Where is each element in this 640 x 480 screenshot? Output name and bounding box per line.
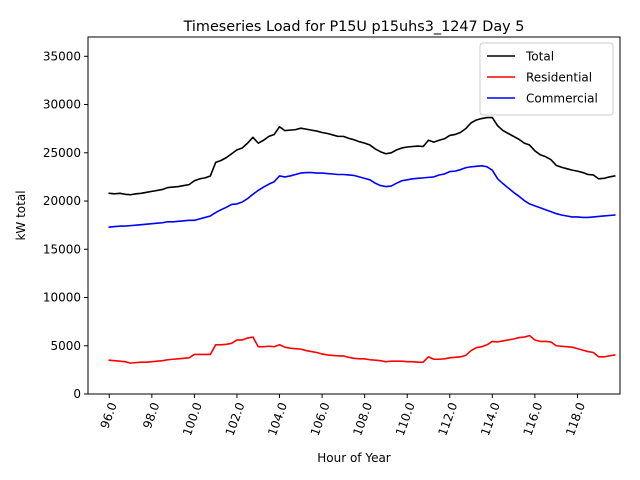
series-line-total: [108, 116, 616, 196]
legend-label-commercial: Commercial: [526, 92, 598, 106]
y-tick-label: 35000: [43, 49, 81, 63]
chart-title: Timeseries Load for P15U p15uhs3_1247 Da…: [183, 19, 525, 35]
y-tick-label: 25000: [43, 146, 81, 160]
y-tick-label: 15000: [43, 242, 81, 256]
series-layer: [108, 116, 616, 364]
legend-box: [479, 42, 614, 116]
y-axis-ticks: 0 5000 10000 15000 20000 25000 30000 35000: [43, 49, 88, 401]
legend-label-residential: Residential: [526, 71, 592, 85]
series-line-residential: [108, 334, 616, 364]
y-tick-label: 10000: [43, 291, 81, 305]
x-axis-label: Hour of Year: [317, 451, 391, 465]
y-axis-label: kW total: [14, 190, 28, 240]
legend: Total Residential Commercial: [479, 42, 614, 116]
series-line-commercial: [108, 165, 616, 228]
y-tick-label: 5000: [50, 339, 81, 353]
legend-label-total: Total: [525, 50, 554, 64]
y-tick-label: 0: [73, 387, 81, 401]
axes-frame: [87, 36, 621, 395]
y-tick-label: 30000: [43, 98, 81, 112]
y-tick-label: 20000: [43, 194, 81, 208]
